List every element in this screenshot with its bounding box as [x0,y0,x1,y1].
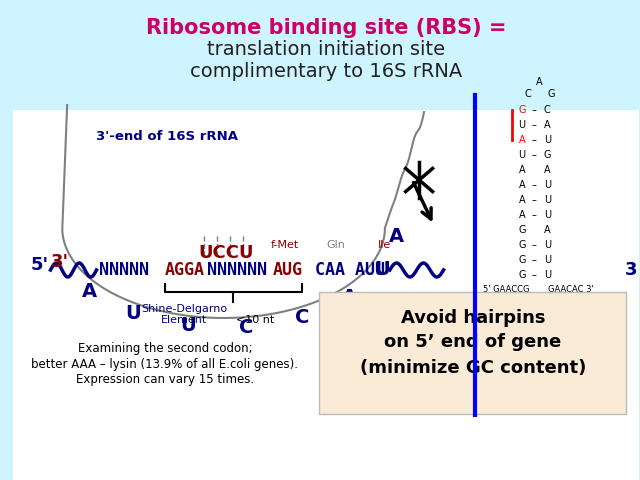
Text: CAA AUU: CAA AUU [305,261,385,279]
Text: G: G [518,105,525,115]
Text: U: U [543,210,551,220]
Text: C: C [544,105,550,115]
Text: U: U [518,150,525,160]
Text: U: U [543,270,551,280]
Text: NNNNN: NNNNN [99,261,149,279]
Text: G: G [518,270,525,280]
Text: A: A [536,77,543,87]
Text: Ile: Ile [378,240,392,250]
Text: U: U [543,240,551,250]
Text: –: – [531,240,536,250]
Text: Gln: Gln [326,240,346,250]
Text: –: – [531,180,536,190]
Text: Shine-Delgarno: Shine-Delgarno [141,304,228,314]
Text: A: A [342,288,357,307]
Text: better AAA – lysin (13.9% of all E.coli genes).: better AAA – lysin (13.9% of all E.coli … [31,358,298,371]
Text: Expression can vary 15 times.: Expression can vary 15 times. [76,373,254,386]
FancyBboxPatch shape [13,110,639,480]
Text: U: U [374,260,390,279]
Text: complimentary to 16S rRNA: complimentary to 16S rRNA [190,62,462,81]
Text: Examining the second codon;: Examining the second codon; [77,342,252,355]
Text: translation initiation site: translation initiation site [207,40,445,59]
Text: U: U [543,135,551,145]
Text: G: G [518,240,525,250]
Text: C: C [239,318,253,336]
Text: on 5’ end of gene: on 5’ end of gene [384,333,561,351]
Text: GAACAC 3': GAACAC 3' [548,285,594,294]
Text: U: U [180,316,196,336]
Text: 3'-end of 16S rRNA: 3'-end of 16S rRNA [97,130,239,143]
Text: G: G [547,89,555,99]
Text: A: A [544,120,550,130]
Text: –: – [531,120,536,130]
FancyBboxPatch shape [13,0,639,120]
Text: Avoid hairpins: Avoid hairpins [401,309,545,327]
Text: UCCU: UCCU [199,244,254,262]
Text: AGGA: AGGA [165,261,205,279]
Text: U: U [543,195,551,205]
Text: –: – [531,195,536,205]
Text: U: U [518,120,525,130]
Text: A: A [518,195,525,205]
FancyBboxPatch shape [319,292,627,414]
Text: –: – [531,105,536,115]
Text: NNNNNN: NNNNNN [207,261,267,279]
Text: G: G [518,255,525,265]
Text: A: A [518,210,525,220]
Text: A: A [389,227,404,246]
Text: A: A [518,135,525,145]
Text: 3': 3' [51,253,69,271]
Text: 3: 3 [625,261,637,279]
Text: U: U [125,304,141,323]
Text: C: C [295,308,310,327]
Text: f-Met: f-Met [271,240,300,250]
Text: –: – [531,135,536,145]
Text: –: – [531,150,536,160]
Text: <10 nt: <10 nt [236,315,275,325]
Text: –: – [531,210,536,220]
Text: U: U [543,255,551,265]
Text: A: A [544,225,550,235]
Text: A: A [518,180,525,190]
Text: Ribosome binding site (RBS) =: Ribosome binding site (RBS) = [146,18,506,38]
Text: C: C [524,89,531,99]
Text: G: G [518,225,525,235]
Text: Element: Element [161,315,207,325]
Text: –: – [531,255,536,265]
Text: U: U [543,180,551,190]
Text: 5': 5' [31,256,49,274]
Text: A: A [81,282,97,301]
Text: (minimize GC content): (minimize GC content) [360,359,586,377]
Text: AUG: AUG [273,261,303,279]
Text: G: G [543,150,551,160]
Text: 5' GAACCG: 5' GAACCG [483,285,529,294]
Text: A: A [544,165,550,175]
Text: A: A [518,165,525,175]
Text: –: – [531,270,536,280]
